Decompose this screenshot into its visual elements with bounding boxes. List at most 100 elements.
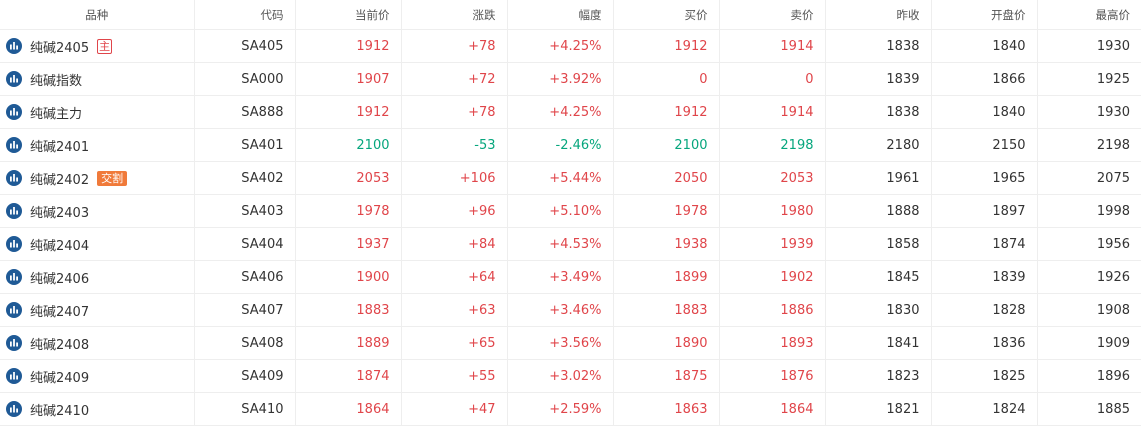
cell-prev-close: 1838 (825, 95, 932, 129)
contract-name[interactable]: 纯碱2406 (30, 271, 90, 287)
cell-ask: 1864 (719, 392, 826, 426)
cell-pct: +4.25% (507, 95, 614, 129)
header-open[interactable]: 开盘价 (931, 0, 1038, 30)
bar-chart-icon[interactable] (6, 335, 22, 351)
bar-chart-icon[interactable] (6, 236, 22, 252)
cell-price: 1912 (295, 29, 402, 63)
header-price[interactable]: 当前价 (295, 0, 402, 30)
table-row[interactable]: 纯碱2402 交割 SA402 2053 +106 +5.44% 2050 2053 1961 1… (0, 161, 1141, 195)
contract-name[interactable]: 纯碱2404 (30, 238, 90, 254)
cell-code: SA407 (194, 293, 296, 327)
name-wrap: 纯碱主力 (6, 103, 183, 122)
table-row[interactable]: 纯碱2404 SA404 1937 +84 +4.53% 1938 1939 1858 1874… (0, 227, 1141, 261)
bar-chart-icon[interactable] (6, 137, 22, 153)
table-row[interactable]: 纯碱主力 SA888 1912 +78 +4.25% 1912 1914 1838 1840 19… (0, 95, 1141, 129)
header-pct[interactable]: 幅度 (507, 0, 614, 30)
bar-chart-icon[interactable] (6, 71, 22, 87)
cell-name[interactable]: 纯碱2410 (0, 392, 195, 426)
cell-change: +78 (401, 29, 508, 63)
cell-change: +65 (401, 326, 508, 360)
bar-chart-icon[interactable] (6, 302, 22, 318)
cell-high: 1909 (1037, 326, 1141, 360)
table-row[interactable]: 纯碱2406 SA406 1900 +64 +3.49% 1899 1902 1845 1839… (0, 260, 1141, 294)
cell-open: 1824 (931, 392, 1038, 426)
cell-ask: 2198 (719, 128, 826, 162)
cell-high: 1930 (1037, 95, 1141, 129)
contract-name[interactable]: 纯碱2407 (30, 304, 90, 320)
cell-price: 2100 (295, 128, 402, 162)
bar-chart-icon[interactable] (6, 368, 22, 384)
table-row[interactable]: 纯碱2408 SA408 1889 +65 +3.56% 1890 1893 1841 1836… (0, 326, 1141, 360)
cell-change: +55 (401, 359, 508, 393)
contract-name[interactable]: 纯碱2405 (30, 40, 90, 56)
cell-name[interactable]: 纯碱2406 (0, 260, 195, 294)
table-row[interactable]: 纯碱2405 主 SA405 1912 +78 +4.25% 1912 1914 1838 184… (0, 29, 1141, 63)
cell-name[interactable]: 纯碱主力 (0, 95, 195, 129)
header-ask[interactable]: 卖价 (719, 0, 826, 30)
contract-name[interactable]: 纯碱2401 (30, 139, 90, 155)
cell-name[interactable]: 纯碱2403 (0, 194, 195, 228)
bar-chart-icon[interactable] (6, 104, 22, 120)
cell-code: SA888 (194, 95, 296, 129)
cell-name[interactable]: 纯碱2401 (0, 128, 195, 162)
cell-ask: 0 (719, 62, 826, 96)
cell-name[interactable]: 纯碱2402 交割 (0, 161, 195, 195)
contract-name[interactable]: 纯碱2402 (30, 172, 90, 188)
contract-name[interactable]: 纯碱2409 (30, 370, 90, 386)
bar-chart-icon[interactable] (6, 401, 22, 417)
contract-name[interactable]: 纯碱主力 (30, 106, 83, 122)
cell-change: +96 (401, 194, 508, 228)
table-body: 纯碱2405 主 SA405 1912 +78 +4.25% 1912 1914 1838 184… (0, 29, 1141, 426)
bar-chart-icon[interactable] (6, 269, 22, 285)
bar-chart-icon[interactable] (6, 203, 22, 219)
bar-chart-icon[interactable] (6, 170, 22, 186)
table-row[interactable]: 纯碱指数 SA000 1907 +72 +3.92% 0 0 1839 1866 1925 (0, 62, 1141, 96)
cell-change: +64 (401, 260, 508, 294)
cell-name[interactable]: 纯碱指数 (0, 62, 195, 96)
cell-code: SA405 (194, 29, 296, 63)
header-name[interactable]: 品种 (0, 0, 195, 30)
table-row[interactable]: 纯碱2401 SA401 2100 -53 -2.46% 2100 2198 2180 2150… (0, 128, 1141, 162)
cell-code: SA403 (194, 194, 296, 228)
table-row[interactable]: 纯碱2403 SA403 1978 +96 +5.10% 1978 1980 1888 1897… (0, 194, 1141, 228)
cell-price: 1978 (295, 194, 402, 228)
cell-prev-close: 1821 (825, 392, 932, 426)
cell-name[interactable]: 纯碱2407 (0, 293, 195, 327)
cell-open: 1874 (931, 227, 1038, 261)
cell-prev-close: 1888 (825, 194, 932, 228)
header-code[interactable]: 代码 (194, 0, 296, 30)
cell-code: SA408 (194, 326, 296, 360)
name-wrap: 纯碱2401 (6, 136, 183, 155)
header-prev-close[interactable]: 昨收 (825, 0, 932, 30)
cell-pct: +2.59% (507, 392, 614, 426)
header-bid[interactable]: 买价 (613, 0, 720, 30)
table-row[interactable]: 纯碱2407 SA407 1883 +63 +3.46% 1883 1886 1830 1828… (0, 293, 1141, 327)
cell-ask: 2053 (719, 161, 826, 195)
cell-pct: +3.49% (507, 260, 614, 294)
delivery-badge: 交割 (97, 170, 128, 186)
cell-name[interactable]: 纯碱2409 (0, 359, 195, 393)
cell-change: +47 (401, 392, 508, 426)
cell-high: 1998 (1037, 194, 1141, 228)
table-row[interactable]: 纯碱2410 SA410 1864 +47 +2.59% 1863 1864 1821 1824… (0, 392, 1141, 426)
header-high[interactable]: 最高价 (1037, 0, 1141, 30)
contract-name[interactable]: 纯碱2410 (30, 403, 90, 419)
cell-ask: 1893 (719, 326, 826, 360)
cell-name[interactable]: 纯碱2405 主 (0, 29, 195, 63)
table-row[interactable]: 纯碱2409 SA409 1874 +55 +3.02% 1875 1876 1823 1825… (0, 359, 1141, 393)
contract-name[interactable]: 纯碱指数 (30, 73, 83, 89)
cell-pct: +3.02% (507, 359, 614, 393)
cell-high: 1925 (1037, 62, 1141, 96)
header-change[interactable]: 涨跌 (401, 0, 508, 30)
bar-chart-icon[interactable] (6, 38, 22, 54)
cell-name[interactable]: 纯碱2408 (0, 326, 195, 360)
cell-name[interactable]: 纯碱2404 (0, 227, 195, 261)
cell-prev-close: 1858 (825, 227, 932, 261)
cell-code: SA404 (194, 227, 296, 261)
cell-open: 1839 (931, 260, 1038, 294)
cell-pct: +3.92% (507, 62, 614, 96)
contract-name[interactable]: 纯碱2403 (30, 205, 90, 221)
cell-price: 1864 (295, 392, 402, 426)
cell-high: 1908 (1037, 293, 1141, 327)
contract-name[interactable]: 纯碱2408 (30, 337, 90, 353)
